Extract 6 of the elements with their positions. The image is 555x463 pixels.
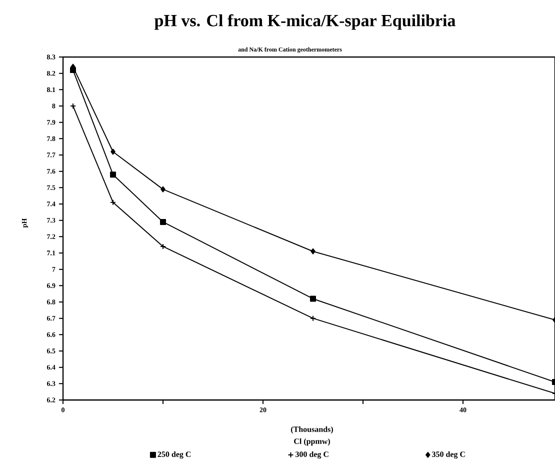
- text: (Thousands): [291, 426, 333, 434]
- legend-label: 350 deg C: [432, 451, 465, 459]
- chart-title: pH vs. Cl from K-mica/K-spar Equilibria: [154, 14, 456, 30]
- x-axis-title: Cl (ppmw): [294, 438, 330, 446]
- legend-label: 300 deg C: [296, 451, 328, 459]
- legend-label: 250 deg C: [158, 451, 191, 459]
